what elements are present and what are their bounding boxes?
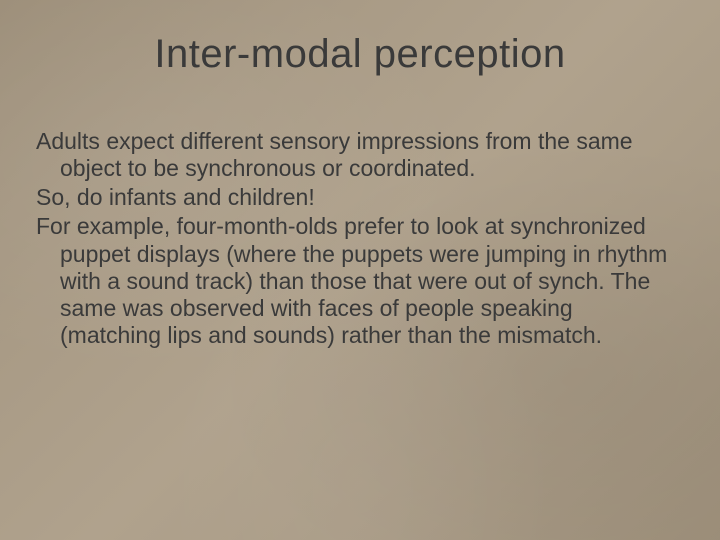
paragraph: For example, four-month-olds prefer to l… (36, 213, 672, 349)
slide: Inter-modal perception Adults expect dif… (0, 0, 720, 540)
paragraph: Adults expect different sensory impressi… (36, 128, 672, 182)
slide-body: Adults expect different sensory impressi… (36, 128, 672, 351)
slide-title: Inter-modal perception (0, 32, 720, 77)
paragraph: So, do infants and children! (36, 184, 672, 211)
